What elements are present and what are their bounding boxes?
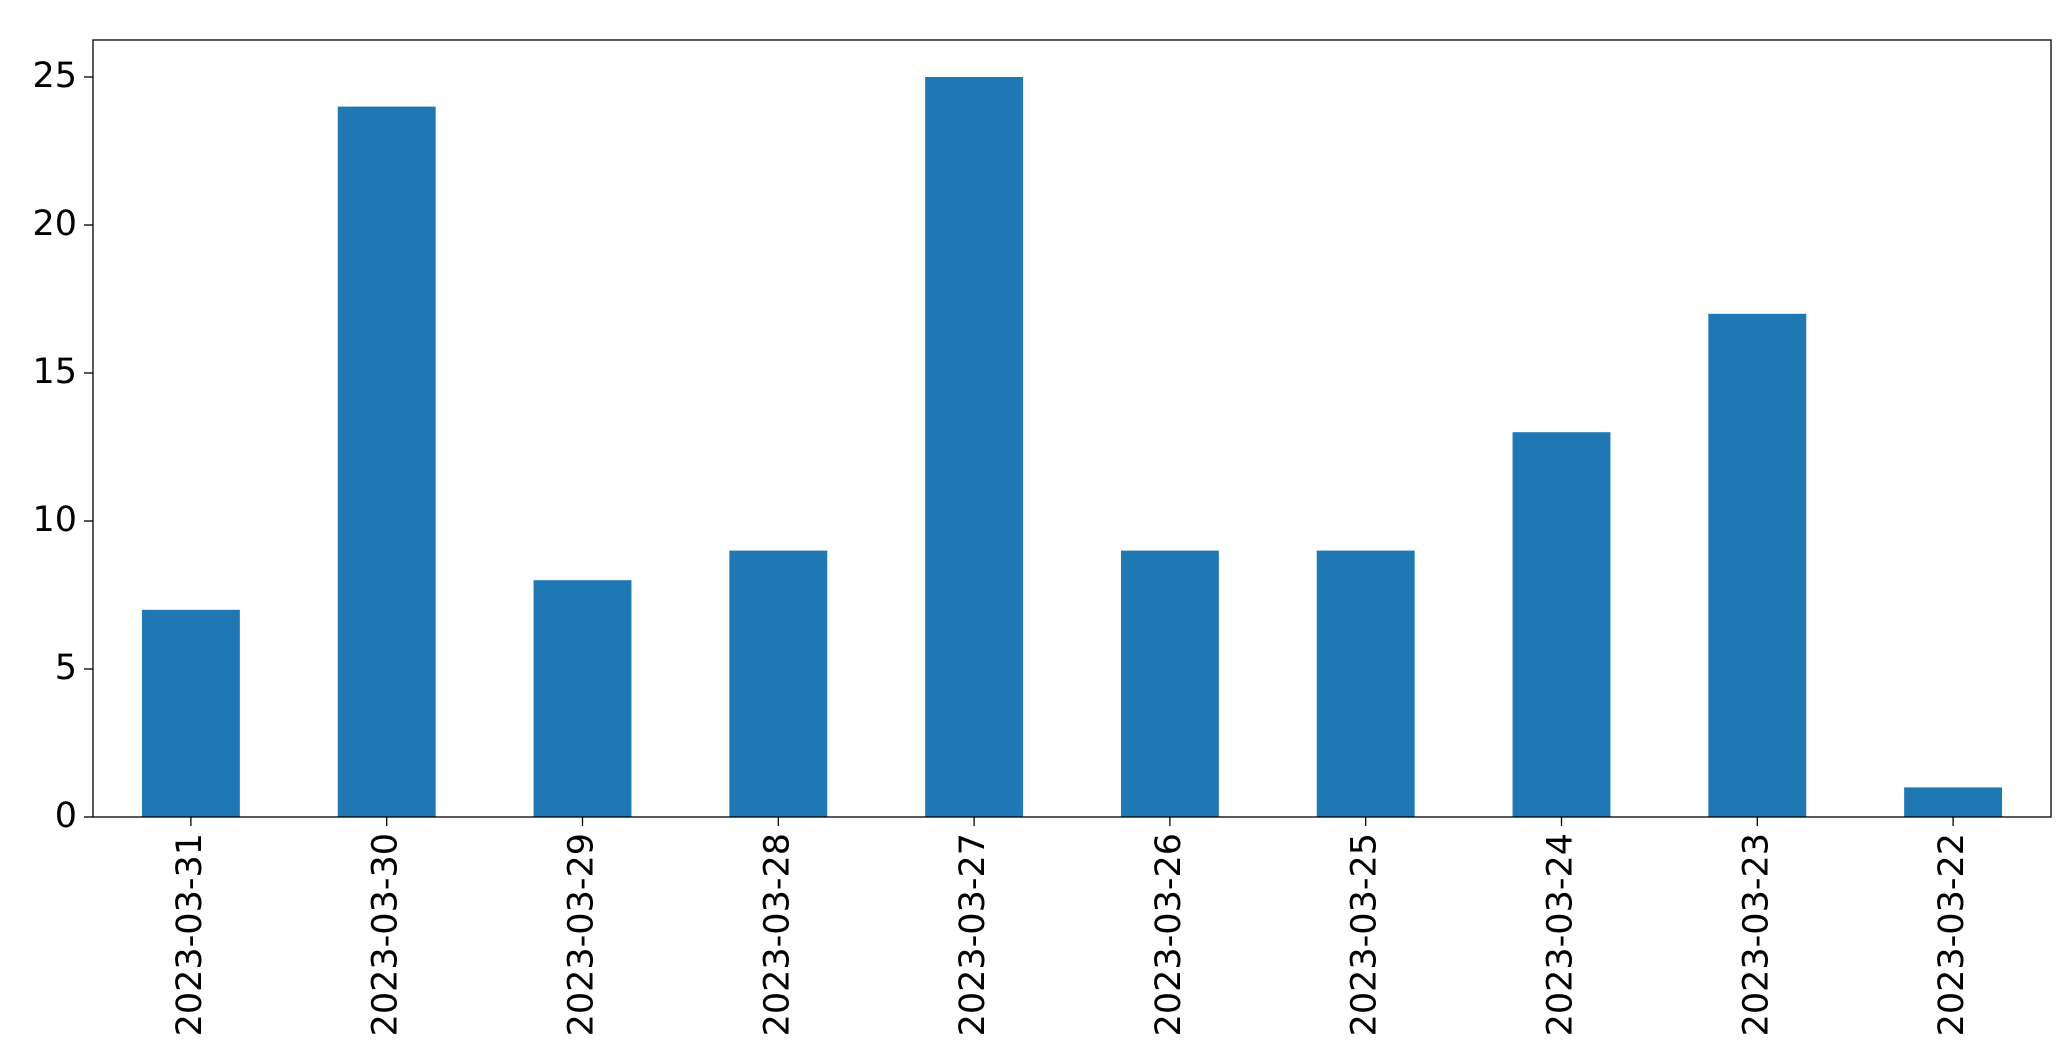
x-tick-label: 2023-03-31 — [170, 833, 210, 1036]
bar — [1904, 787, 2003, 817]
x-tick-label: 2023-03-30 — [366, 833, 406, 1036]
bar — [1512, 432, 1611, 817]
bar — [141, 609, 240, 817]
bar — [1708, 313, 1807, 817]
bar — [1316, 550, 1415, 817]
bar — [729, 550, 828, 817]
plot-frame — [92, 39, 2052, 818]
bar — [925, 77, 1024, 817]
x-tick-label: 2023-03-24 — [1541, 833, 1581, 1036]
y-tick-label: 5 — [55, 648, 77, 688]
x-tick-label: 2023-03-29 — [562, 833, 602, 1036]
y-tick-label: 25 — [32, 56, 77, 96]
x-tick-label: 2023-03-23 — [1736, 833, 1776, 1036]
bar — [1120, 550, 1219, 817]
x-tick-label: 2023-03-27 — [953, 833, 993, 1036]
x-tick-label: 2023-03-28 — [757, 833, 797, 1036]
bar — [533, 580, 632, 817]
x-tick-label: 2023-03-26 — [1149, 833, 1189, 1036]
bar — [337, 106, 436, 818]
x-tick-label: 2023-03-25 — [1345, 833, 1385, 1036]
y-tick-label: 10 — [32, 500, 77, 540]
x-tick-label: 2023-03-22 — [1932, 833, 1972, 1036]
y-tick-label: 15 — [32, 352, 77, 392]
y-tick-label: 0 — [55, 796, 77, 836]
y-tick-label: 20 — [32, 204, 77, 244]
